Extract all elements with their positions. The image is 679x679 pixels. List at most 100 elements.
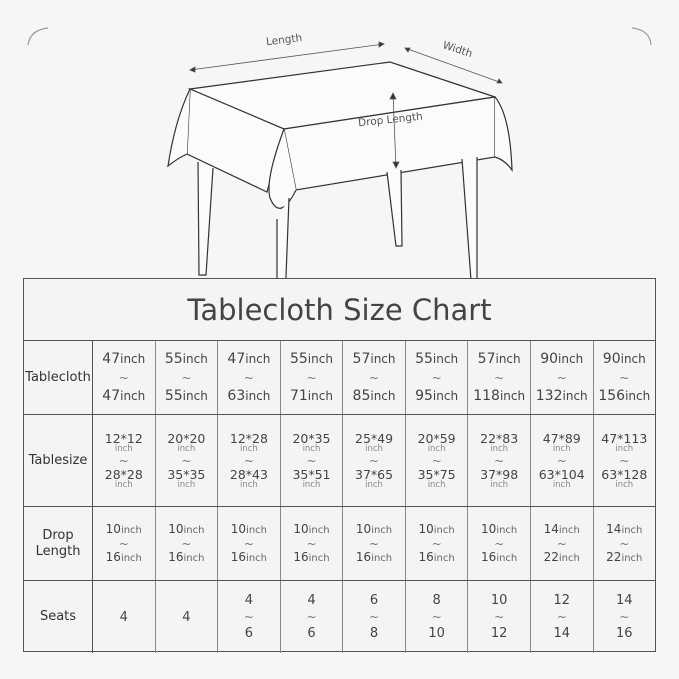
seat-count: 6	[369, 593, 379, 608]
table-cell: 57inch ~85inch	[343, 341, 406, 414]
unit: inch	[620, 351, 646, 366]
range-tilde: ~	[243, 610, 254, 624]
table-cell: 8 ~10	[406, 581, 469, 653]
size-value: 35*35	[167, 466, 206, 482]
size-number: 55	[415, 350, 433, 367]
unit: inch	[246, 524, 268, 536]
size-value: 118inch	[473, 388, 525, 405]
range-tilde: ~	[556, 610, 567, 624]
unit: inch	[621, 524, 643, 536]
drop-number: 10	[168, 521, 184, 536]
size-number: 132	[535, 387, 563, 404]
size-number: 118	[473, 387, 500, 404]
drop-value: 16inch	[356, 550, 393, 565]
unit: inch	[496, 552, 518, 564]
unit: inch	[371, 552, 393, 564]
drop-value: 16inch	[481, 550, 518, 565]
unit: inch	[177, 479, 196, 490]
table-cell: 10inch ~16inch	[406, 507, 469, 580]
width-label: Width	[441, 39, 474, 60]
size-value: 57inch	[353, 351, 396, 368]
table-cell: 4	[156, 581, 219, 653]
seat-count: 12	[490, 626, 508, 641]
size-number: 85	[352, 387, 371, 404]
table-cell: 12 ~14	[531, 581, 594, 653]
size-value: 20*35	[292, 430, 331, 446]
range-tilde: ~	[306, 610, 317, 624]
unit: inch	[427, 479, 446, 490]
table-cell: 14 ~16	[594, 581, 656, 653]
size-value: 85inch	[353, 388, 396, 405]
size-value: 47inch	[102, 351, 145, 368]
size-number: 95	[415, 387, 433, 404]
row-tablesize: Tablesize 12*12 inch ~28*28 inch 20*20 inch ~35…	[24, 415, 655, 507]
unit: inch	[183, 552, 205, 564]
table-cell: 4	[93, 581, 156, 653]
table-cell: 20*20 inch ~35*35 inch	[156, 415, 219, 506]
drop-value: 10inch	[168, 521, 205, 537]
drop-value: 22inch	[544, 550, 580, 565]
drop-value: 16inch	[293, 549, 329, 565]
unit: inch	[120, 552, 142, 564]
unit: inch	[625, 388, 651, 403]
drop-number: 10	[105, 521, 121, 536]
size-value: 55inch	[165, 388, 208, 405]
unit: inch	[552, 479, 571, 490]
unit: inch	[615, 443, 634, 454]
seat-count: 14	[616, 593, 633, 608]
size-number: 47	[102, 350, 121, 367]
size-number: 156	[598, 387, 626, 404]
drop-number: 16	[293, 549, 309, 564]
size-value: 20*20	[167, 430, 206, 446]
unit: inch	[308, 524, 330, 536]
size-value: 90inch	[603, 351, 646, 368]
drop-value: 10inch	[105, 521, 142, 537]
row-label: Tablecloth	[24, 341, 93, 414]
row-tablecloth: Tablecloth 47inch ~47inch 55inch ~55inch 47in…	[24, 341, 655, 415]
drop-value: 22inch	[606, 550, 642, 565]
unit: inch	[433, 524, 455, 536]
size-value: 35*75	[417, 466, 456, 482]
size-value: 156inch	[598, 388, 650, 405]
range-tilde: ~	[619, 453, 630, 468]
table-cell: 57inch ~118inch	[468, 341, 531, 414]
unit: inch	[370, 351, 396, 366]
size-chart-table: Tablecloth Size Chart Tablecloth 47inch ~4…	[23, 278, 656, 653]
range-tilde: ~	[556, 453, 567, 468]
unit: inch	[177, 443, 196, 454]
size-value: 22*83	[480, 430, 519, 446]
table-cell: 20*59 inch ~35*75 inch	[406, 415, 469, 506]
range-tilde: ~	[369, 610, 380, 624]
table-cell: 10inch ~16inch	[343, 507, 406, 580]
range-tilde: ~	[181, 370, 192, 385]
range-tilde: ~	[431, 370, 442, 385]
unit: inch	[183, 524, 205, 536]
size-value: 132inch	[536, 388, 588, 405]
unit: inch	[371, 524, 393, 536]
drop-value: 10inch	[481, 522, 517, 537]
unit: inch	[114, 443, 133, 454]
table-cell: 10inch ~16inch	[93, 507, 156, 580]
size-value: 55inch	[415, 351, 458, 368]
size-number: 47	[227, 350, 246, 367]
size-value: 55inch	[165, 351, 208, 368]
corner-mark-left	[27, 27, 49, 46]
unit: inch	[370, 388, 396, 403]
drop-number: 14	[606, 521, 622, 536]
unit: inch	[558, 524, 580, 536]
size-number: 63	[227, 387, 246, 404]
unit: inch	[562, 388, 588, 403]
unit: inch	[245, 351, 271, 366]
range-tilde: ~	[181, 453, 192, 468]
seat-count: 8	[432, 593, 441, 608]
table-cell: 55inch ~55inch	[156, 341, 219, 414]
range-tilde: ~	[494, 536, 505, 551]
seat-count: 14	[553, 626, 570, 641]
drop-number: 16	[230, 549, 247, 564]
size-number: 90	[602, 350, 621, 367]
size-value: 63*104	[538, 466, 585, 482]
table-cell: 47*113 inch ~63*128 inch	[594, 415, 656, 506]
unit: inch	[558, 552, 580, 564]
seat-count: 4	[244, 593, 254, 608]
size-value: 90inch	[540, 351, 583, 368]
